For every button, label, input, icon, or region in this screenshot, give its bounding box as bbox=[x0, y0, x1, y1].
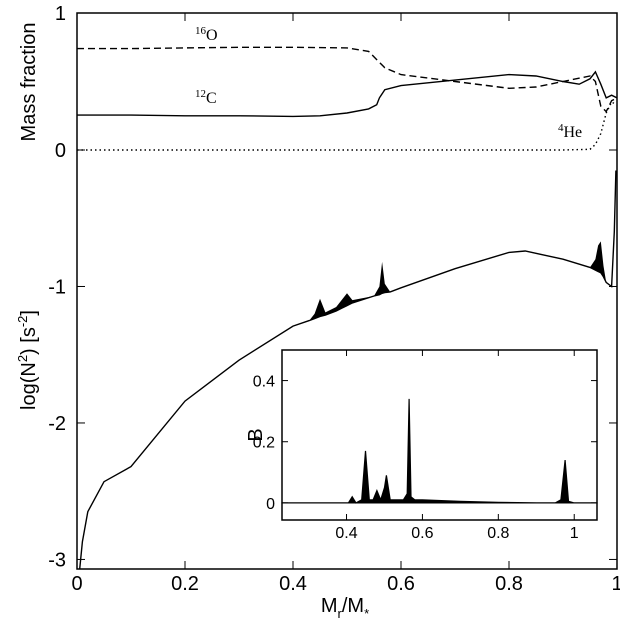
annotation: 16O bbox=[195, 25, 218, 44]
annotation-text: He bbox=[564, 124, 583, 141]
annotation-sup: 4 bbox=[558, 122, 564, 134]
y-axis-label: log(N2) [s-2] bbox=[15, 310, 40, 410]
inset-x-tick-label: 0.8 bbox=[487, 525, 509, 542]
y-tick-label: -1 bbox=[48, 276, 66, 298]
inset-y-tick-label: 0 bbox=[266, 496, 275, 513]
x-tick-label: 0.8 bbox=[495, 573, 523, 595]
x-tick-label: 0 bbox=[71, 573, 82, 595]
y-tick-label: 0 bbox=[55, 140, 66, 162]
inset-x-tick-label: 1 bbox=[570, 525, 579, 542]
inset-frame bbox=[281, 349, 598, 521]
inset-y-tick-label: 0.4 bbox=[253, 374, 275, 391]
x-axis-label: Mr/M* bbox=[321, 595, 369, 621]
line bbox=[77, 46, 618, 113]
line bbox=[79, 170, 617, 570]
x-tick-label: 0.4 bbox=[279, 573, 307, 595]
inset-y-label: B bbox=[245, 428, 267, 441]
inset-y-tick-label: 0.2 bbox=[253, 435, 275, 452]
inset-x-tick-label: 0.4 bbox=[335, 525, 357, 542]
annotation-text: C bbox=[206, 90, 217, 107]
y-tick-label: -2 bbox=[48, 413, 66, 435]
x-tick-label: 0.2 bbox=[171, 573, 199, 595]
area bbox=[281, 398, 598, 504]
y-axis-label: Mass fraction bbox=[18, 23, 40, 142]
y-tick-label: 1 bbox=[55, 3, 66, 25]
x-tick-label: 0.6 bbox=[387, 573, 415, 595]
annotation: 4He bbox=[558, 122, 582, 141]
annotation-sup: 16 bbox=[195, 25, 207, 37]
annotation: 12C bbox=[195, 88, 217, 107]
line bbox=[77, 101, 618, 151]
line bbox=[77, 70, 618, 118]
x-tick-label: 1 bbox=[611, 573, 620, 595]
inset-x-tick-label: 0.6 bbox=[411, 525, 433, 542]
plot-frame bbox=[76, 12, 618, 570]
annotation-sup: 12 bbox=[195, 88, 206, 100]
y-tick-label: -3 bbox=[48, 549, 66, 571]
annotation-text: O bbox=[206, 27, 218, 44]
